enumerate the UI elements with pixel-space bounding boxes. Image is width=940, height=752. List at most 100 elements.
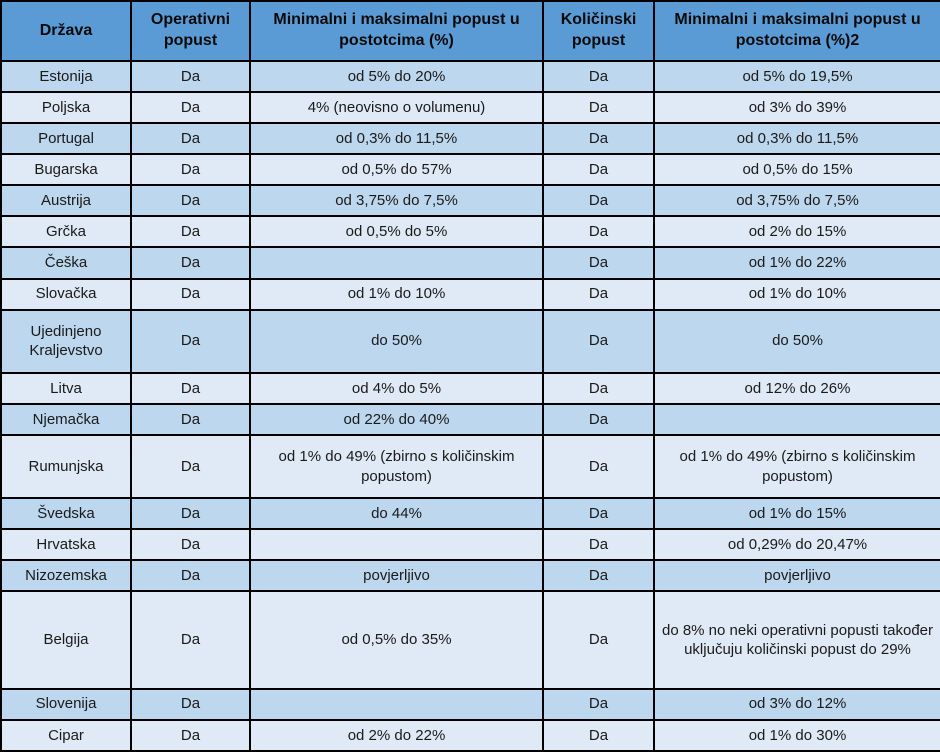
operational-minmax-cell: do 50% — [249, 308, 544, 374]
table-row: Švedska Da do 44% Da od 1% do 15% — [0, 497, 940, 531]
operational-discount-cell: Da — [130, 433, 251, 500]
country-cell: Cipar — [0, 718, 132, 752]
operational-minmax-cell: od 4% do 5% — [249, 371, 544, 405]
country-cell: Austrija — [0, 184, 132, 218]
operational-minmax-cell: od 22% do 40% — [249, 402, 544, 436]
operational-discount-cell: Da — [130, 402, 251, 436]
table-row: Slovačka Da od 1% do 10% Da od 1% do 10% — [0, 277, 940, 311]
column-header-country: Država — [0, 0, 132, 62]
table-row: Slovenija Da Da od 3% do 12% — [0, 687, 940, 721]
quantity-minmax-cell: od 1% do 22% — [653, 246, 940, 280]
operational-discount-cell: Da — [130, 497, 251, 531]
operational-discount-cell: Da — [130, 718, 251, 752]
operational-discount-cell: Da — [130, 687, 251, 721]
table-row: Hrvatska Da Da od 0,29% do 20,47% — [0, 528, 940, 562]
quantity-discount-cell: Da — [542, 91, 655, 125]
table-row: Bugarska Da od 0,5% do 57% Da od 0,5% do 15% — [0, 153, 940, 187]
operational-discount-cell: Da — [130, 308, 251, 374]
operational-minmax-cell: od 3,75% do 7,5% — [249, 184, 544, 218]
table-body: Estonija Da od 5% do 20% Da od 5% do 19,5% Po… — [0, 59, 940, 752]
country-cell: Njemačka — [0, 402, 132, 436]
quantity-minmax-cell: od 3% do 12% — [653, 687, 940, 721]
country-cell: Portugal — [0, 122, 132, 156]
column-header-quantity-discount: Količinski popust — [542, 0, 655, 62]
quantity-minmax-cell: od 1% do 10% — [653, 277, 940, 311]
country-cell: Nizozemska — [0, 559, 132, 593]
table-row: Belgija Da od 0,5% do 35% Da do 8% no neki o… — [0, 590, 940, 690]
table-row: Cipar Da od 2% do 22% Da od 1% do 30% — [0, 718, 940, 752]
operational-minmax-cell: do 44% — [249, 497, 544, 531]
quantity-minmax-cell: do 8% no neki operativni popusti također… — [653, 590, 940, 690]
quantity-minmax-cell: od 1% do 49% (zbirno s količinskim popus… — [653, 433, 940, 500]
operational-minmax-cell: od 1% do 10% — [249, 277, 544, 311]
operational-discount-cell: Da — [130, 371, 251, 405]
operational-minmax-cell: od 0,5% do 57% — [249, 153, 544, 187]
country-cell: Švedska — [0, 497, 132, 531]
country-cell: Hrvatska — [0, 528, 132, 562]
country-cell: Belgija — [0, 590, 132, 690]
quantity-discount-cell: Da — [542, 122, 655, 156]
quantity-discount-cell: Da — [542, 184, 655, 218]
table-row: Češka Da Da od 1% do 22% — [0, 246, 940, 280]
quantity-minmax-cell: od 2% do 15% — [653, 215, 940, 249]
operational-discount-cell: Da — [130, 590, 251, 690]
country-cell: Češka — [0, 246, 132, 280]
quantity-minmax-cell: od 3,75% do 7,5% — [653, 184, 940, 218]
table-row: Grčka Da od 0,5% do 5% Da od 2% do 15% — [0, 215, 940, 249]
quantity-minmax-cell: od 12% do 26% — [653, 371, 940, 405]
table-row: Rumunjska Da od 1% do 49% (zbirno s količi… — [0, 433, 940, 500]
operational-minmax-cell: od 1% do 49% (zbirno s količinskim popus… — [249, 433, 544, 500]
table-row: Ujedinjeno Kraljevstvo Da do 50% Da do 50% — [0, 308, 940, 374]
operational-minmax-cell: povjerljivo — [249, 559, 544, 593]
quantity-discount-cell: Da — [542, 433, 655, 500]
quantity-discount-cell: Da — [542, 497, 655, 531]
quantity-minmax-cell: od 1% do 15% — [653, 497, 940, 531]
quantity-discount-cell: Da — [542, 687, 655, 721]
operational-minmax-cell — [249, 246, 544, 280]
column-header-operational-minmax: Minimalni i maksimalni popust u postotci… — [249, 0, 544, 62]
quantity-minmax-cell: do 50% — [653, 308, 940, 374]
quantity-minmax-cell: od 0,5% do 15% — [653, 153, 940, 187]
table-row: Poljska Da 4% (neovisno o volumenu) Da od 3%… — [0, 91, 940, 125]
operational-discount-cell: Da — [130, 184, 251, 218]
country-cell: Litva — [0, 371, 132, 405]
operational-minmax-cell: od 0,3% do 11,5% — [249, 122, 544, 156]
quantity-discount-cell: Da — [542, 371, 655, 405]
operational-discount-cell: Da — [130, 559, 251, 593]
quantity-discount-cell: Da — [542, 590, 655, 690]
quantity-discount-cell: Da — [542, 559, 655, 593]
quantity-discount-cell: Da — [542, 402, 655, 436]
country-cell: Slovačka — [0, 277, 132, 311]
table-row: Estonija Da od 5% do 20% Da od 5% do 19,5% — [0, 59, 940, 94]
column-header-operational-discount: Operativni popust — [130, 0, 251, 62]
quantity-discount-cell: Da — [542, 215, 655, 249]
operational-minmax-cell: od 5% do 20% — [249, 59, 544, 94]
operational-discount-cell: Da — [130, 59, 251, 94]
operational-discount-cell: Da — [130, 122, 251, 156]
operational-discount-cell: Da — [130, 153, 251, 187]
table-row: Nizozemska Da povjerljivo Da povjerljivo — [0, 559, 940, 593]
quantity-discount-cell: Da — [542, 277, 655, 311]
table-row: Litva Da od 4% do 5% Da od 12% do 26% — [0, 371, 940, 405]
quantity-discount-cell: Da — [542, 59, 655, 94]
country-cell: Ujedinjeno Kraljevstvo — [0, 308, 132, 374]
quantity-discount-cell: Da — [542, 718, 655, 752]
quantity-minmax-cell: od 0,29% do 20,47% — [653, 528, 940, 562]
quantity-discount-cell: Da — [542, 528, 655, 562]
country-cell: Slovenija — [0, 687, 132, 721]
operational-discount-cell: Da — [130, 215, 251, 249]
operational-discount-cell: Da — [130, 528, 251, 562]
operational-minmax-cell: od 2% do 22% — [249, 718, 544, 752]
quantity-minmax-cell — [653, 402, 940, 436]
quantity-discount-cell: Da — [542, 246, 655, 280]
quantity-minmax-cell: od 5% do 19,5% — [653, 59, 940, 94]
quantity-discount-cell: Da — [542, 308, 655, 374]
country-cell: Bugarska — [0, 153, 132, 187]
column-header-quantity-minmax: Minimalni i maksimalni popust u postotci… — [653, 0, 940, 62]
quantity-discount-cell: Da — [542, 153, 655, 187]
operational-discount-cell: Da — [130, 91, 251, 125]
operational-minmax-cell — [249, 528, 544, 562]
country-cell: Grčka — [0, 215, 132, 249]
table-row: Njemačka Da od 22% do 40% Da — [0, 402, 940, 436]
